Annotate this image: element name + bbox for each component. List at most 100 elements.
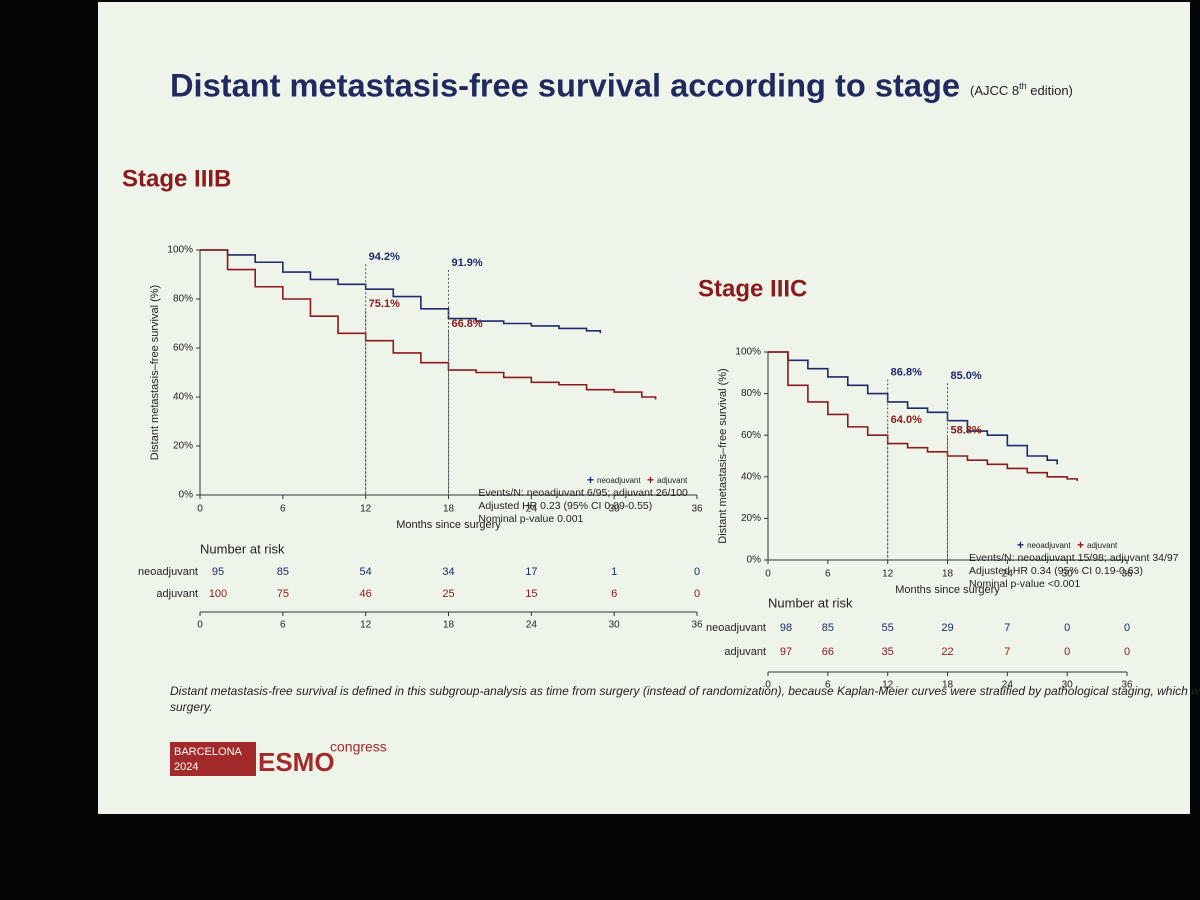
footnote: surgery. [170, 700, 212, 714]
stats-line: Nominal p-value <0.001 [969, 578, 1080, 590]
risk-value: 85 [822, 622, 834, 634]
risk-value: 75 [277, 588, 289, 600]
x-tick-label: 30 [609, 504, 621, 515]
y-tick-label: 20% [173, 441, 193, 452]
risk-value: 0 [694, 566, 700, 578]
risk-value: 0 [694, 588, 700, 600]
logo-city: BARCELONA [174, 746, 243, 758]
risk-value: 1 [611, 566, 617, 578]
annotation: 66.8% [452, 318, 483, 330]
legend-label: adjuvant [1087, 541, 1118, 550]
risk-tick-label: 0 [197, 620, 203, 631]
risk-title: Number at risk [200, 541, 285, 556]
risk-value: 6 [611, 588, 617, 600]
y-tick-label: 0% [747, 555, 762, 566]
y-tick-label: 60% [173, 343, 193, 354]
risk-title: Number at risk [768, 595, 853, 610]
risk-value: 25 [442, 588, 454, 600]
annotation: 85.0% [951, 370, 982, 382]
risk-value: 95 [212, 566, 224, 578]
risk-value: 97 [780, 646, 792, 658]
stats-line: Adjusted HR 0.34 (95% CI 0.19-0.63) [969, 565, 1143, 577]
stats-line: Events/N: neoadjuvant 15/98; adjuvant 34… [969, 552, 1179, 564]
y-tick-label: 0% [179, 490, 194, 501]
risk-row-name: adjuvant [156, 588, 198, 600]
risk-tick-label: 30 [1062, 680, 1074, 691]
legend-marker: + [1017, 538, 1024, 552]
y-tick-label: 40% [173, 392, 193, 403]
risk-value: 7 [1004, 622, 1010, 634]
annotation: 64.0% [891, 414, 922, 426]
km-curve [768, 351, 1058, 465]
y-tick-label: 60% [741, 430, 761, 441]
y-tick-label: 100% [735, 347, 761, 358]
legend-label: neoadjuvant [1027, 541, 1071, 550]
annotation: 75.1% [369, 298, 400, 310]
annotation: 94.2% [369, 251, 400, 263]
footnote: Distant metastasis-free survival is defi… [170, 684, 1200, 698]
risk-tick-label: 18 [443, 620, 455, 631]
legend-marker: + [1077, 538, 1084, 552]
chart-subtitle: Stage IIIB [122, 165, 231, 192]
risk-row-name: neoadjuvant [138, 566, 198, 578]
y-axis-label: Distant metastasis–free survival (%) [717, 368, 729, 543]
logo-word: congress [330, 739, 387, 755]
risk-value: 0 [1124, 622, 1130, 634]
x-tick-label: 30 [1062, 569, 1074, 580]
risk-tick-label: 36 [1121, 680, 1133, 691]
x-tick-label: 12 [360, 504, 372, 515]
risk-tick-label: 24 [526, 620, 538, 631]
risk-value: 0 [1124, 646, 1130, 658]
km-curve [768, 351, 1078, 481]
y-tick-label: 80% [173, 294, 193, 305]
y-tick-label: 80% [741, 388, 761, 399]
y-tick-label: 100% [167, 245, 193, 256]
edition-open: (AJCC 8 [970, 83, 1019, 98]
edition-note: (AJCC 8th edition) [970, 81, 1073, 98]
annotation: 91.9% [452, 257, 483, 269]
chart-subtitle: Stage IIIC [698, 275, 807, 302]
y-axis-label: Distant metastasis–free survival (%) [149, 285, 161, 460]
edition-close: edition) [1027, 83, 1073, 98]
y-tick-label: 40% [741, 471, 761, 482]
annotation: 58.8% [951, 425, 982, 437]
stats-line: Adjusted HR 0.23 (95% CI 0.09-0.55) [478, 500, 652, 512]
risk-value: 17 [525, 566, 537, 578]
risk-tick-label: 6 [280, 620, 286, 631]
risk-value: 55 [882, 622, 894, 634]
risk-tick-label: 30 [609, 620, 621, 631]
edition-sup: th [1019, 81, 1027, 91]
x-tick-label: 0 [197, 504, 203, 515]
risk-tick-label: 18 [942, 680, 954, 691]
risk-value: 85 [277, 566, 289, 578]
risk-tick-label: 0 [765, 680, 771, 691]
x-tick-label: 12 [882, 569, 894, 580]
x-axis-label: Months since surgery [396, 519, 501, 531]
risk-value: 98 [780, 622, 792, 634]
logo-year: 2024 [174, 761, 198, 773]
legend-label: adjuvant [657, 476, 688, 485]
legend-marker: + [587, 473, 594, 487]
risk-row-name: adjuvant [724, 646, 766, 658]
legend-label: neoadjuvant [597, 476, 641, 485]
risk-tick-label: 24 [1002, 680, 1014, 691]
stats-line: Nominal p-value 0.001 [478, 513, 583, 525]
risk-value: 100 [209, 588, 227, 600]
risk-value: 15 [525, 588, 537, 600]
risk-value: 22 [941, 646, 953, 658]
risk-value: 0 [1064, 622, 1070, 634]
x-axis-label: Months since surgery [895, 584, 1000, 596]
stats-line: Events/N: neoadjuvant 6/95; adjuvant 26/… [478, 487, 688, 499]
legend-marker: + [647, 473, 654, 487]
annotation: 86.8% [891, 366, 922, 378]
risk-value: 35 [882, 646, 894, 658]
x-tick-label: 24 [1002, 569, 1014, 580]
risk-tick-label: 12 [882, 680, 894, 691]
km-curve [200, 249, 602, 334]
risk-value: 66 [822, 646, 834, 658]
x-tick-label: 0 [765, 569, 771, 580]
risk-tick-label: 36 [691, 620, 703, 631]
risk-row-name: neoadjuvant [706, 622, 766, 634]
